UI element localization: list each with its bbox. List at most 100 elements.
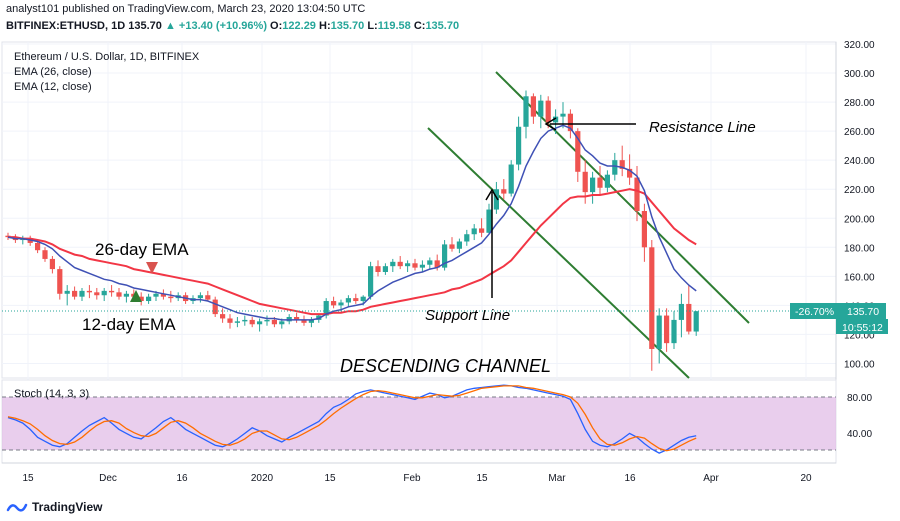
candle-body <box>375 266 381 272</box>
open-label: O: <box>270 20 283 32</box>
candle-body <box>35 242 41 251</box>
candle-body <box>264 319 270 322</box>
candlestick-series <box>5 90 699 371</box>
candle-body <box>360 296 366 302</box>
header-bar: analyst101 published on TradingView.com,… <box>0 0 900 40</box>
tradingview-footer[interactable]: TradingView <box>6 497 102 517</box>
candle-body <box>168 296 174 299</box>
ema12-arrow-icon <box>130 290 142 302</box>
low-label: L: <box>367 20 378 32</box>
time-tick-label: 16 <box>176 473 188 484</box>
tradingview-logo-icon <box>6 503 28 512</box>
candle-body <box>227 318 233 323</box>
support-line <box>427 127 690 379</box>
candle-body <box>412 263 418 268</box>
open-value: 122.29 <box>282 20 316 32</box>
candle-body <box>508 164 514 194</box>
stoch-band <box>2 397 836 450</box>
candle-body <box>671 319 677 344</box>
candle-body <box>516 126 522 165</box>
candle-body <box>368 266 374 297</box>
ema12-annotation: 12-day EMA <box>82 315 176 334</box>
candle-body <box>205 295 211 300</box>
candle-body <box>212 299 218 315</box>
close-value: 135.70 <box>425 20 460 32</box>
resistance-arrow-icon <box>544 117 557 131</box>
price-tick-label: 280.00 <box>844 98 875 109</box>
candle-body <box>479 228 485 233</box>
support-arrow-icon <box>485 188 499 201</box>
high-label: H: <box>319 20 331 32</box>
price-gridlines <box>2 43 836 364</box>
price-axis[interactable]: 100.00120.00140.00160.00180.00200.00220.… <box>844 40 875 370</box>
stoch-tick-40: 40.00 <box>847 429 872 440</box>
candle-body <box>294 317 300 320</box>
symbol-label: BITFINEX:ETHUSD, 1D <box>6 20 126 32</box>
candle-body <box>442 244 448 268</box>
candle-body <box>486 209 492 233</box>
time-tick-label: 20 <box>800 473 812 484</box>
candle-body <box>590 177 596 193</box>
price-tick-label: 300.00 <box>844 69 875 80</box>
stoch-tick-80: 80.00 <box>847 393 872 404</box>
candle-body <box>116 292 122 297</box>
publisher-line: analyst101 published on TradingView.com,… <box>6 3 366 15</box>
ema26-annotation: 26-day EMA <box>95 240 189 259</box>
candle-body <box>94 292 100 296</box>
candle-body <box>146 296 152 302</box>
price-tick-label: 120.00 <box>844 330 875 341</box>
candle-body <box>449 244 455 249</box>
price-chart[interactable]: 100.00120.00140.00160.00180.00200.00220.… <box>0 40 900 497</box>
ema12-line <box>7 124 697 321</box>
candle-body <box>464 234 470 242</box>
time-tick-label: Feb <box>403 473 421 484</box>
high-value: 135.70 <box>330 20 365 32</box>
candle-body <box>308 319 314 323</box>
candle-body <box>382 266 388 272</box>
candle-body <box>471 228 477 235</box>
time-tick-label: Apr <box>703 473 719 484</box>
low-value: 119.58 <box>377 20 411 32</box>
candle-body <box>86 290 92 293</box>
candle-body <box>153 293 159 297</box>
candle-body <box>553 116 559 123</box>
candle-body <box>397 261 403 267</box>
candle-body <box>220 314 226 319</box>
candle-body <box>456 241 462 249</box>
candle-body <box>597 177 603 188</box>
candle-body <box>649 247 655 349</box>
candle-body <box>109 290 115 293</box>
candle-body <box>271 319 277 325</box>
price-tick-label: 200.00 <box>844 214 875 225</box>
candle-body <box>42 250 48 259</box>
resistance-line <box>495 71 750 324</box>
candle-body <box>338 302 344 306</box>
candle-body <box>619 160 625 169</box>
candle-body <box>345 298 351 303</box>
support-annotation: Support Line <box>425 307 510 324</box>
candle-body <box>538 100 544 117</box>
candle-body <box>64 290 70 294</box>
time-axis[interactable]: 15 Dec 16 2020 15 Feb 15 Mar 16 Apr 20 <box>22 473 812 484</box>
channel-annotation: DESCENDING CHANNEL <box>340 356 551 376</box>
time-tick-label: 16 <box>624 473 636 484</box>
candle-body <box>545 100 551 123</box>
stoch-label: Stoch (14, 3, 3) <box>14 388 89 400</box>
time-tick-label: 15 <box>476 473 488 484</box>
candle-body <box>664 315 670 344</box>
candle-body <box>301 319 307 323</box>
price-tick-label: 180.00 <box>844 243 875 254</box>
price-tick-label: 320.00 <box>844 40 875 51</box>
candle-body <box>582 171 588 193</box>
candle-body <box>419 264 425 268</box>
candle-body <box>234 321 240 323</box>
candle-body <box>138 296 144 302</box>
candle-body <box>101 290 107 296</box>
candle-body <box>427 260 433 265</box>
time-tick-label: 2020 <box>251 473 274 484</box>
candle-body <box>693 311 699 332</box>
price-tick-label: 240.00 <box>844 156 875 167</box>
tradingview-brand: TradingView <box>32 500 103 514</box>
candle-body <box>279 321 285 325</box>
candle-body <box>27 238 33 243</box>
